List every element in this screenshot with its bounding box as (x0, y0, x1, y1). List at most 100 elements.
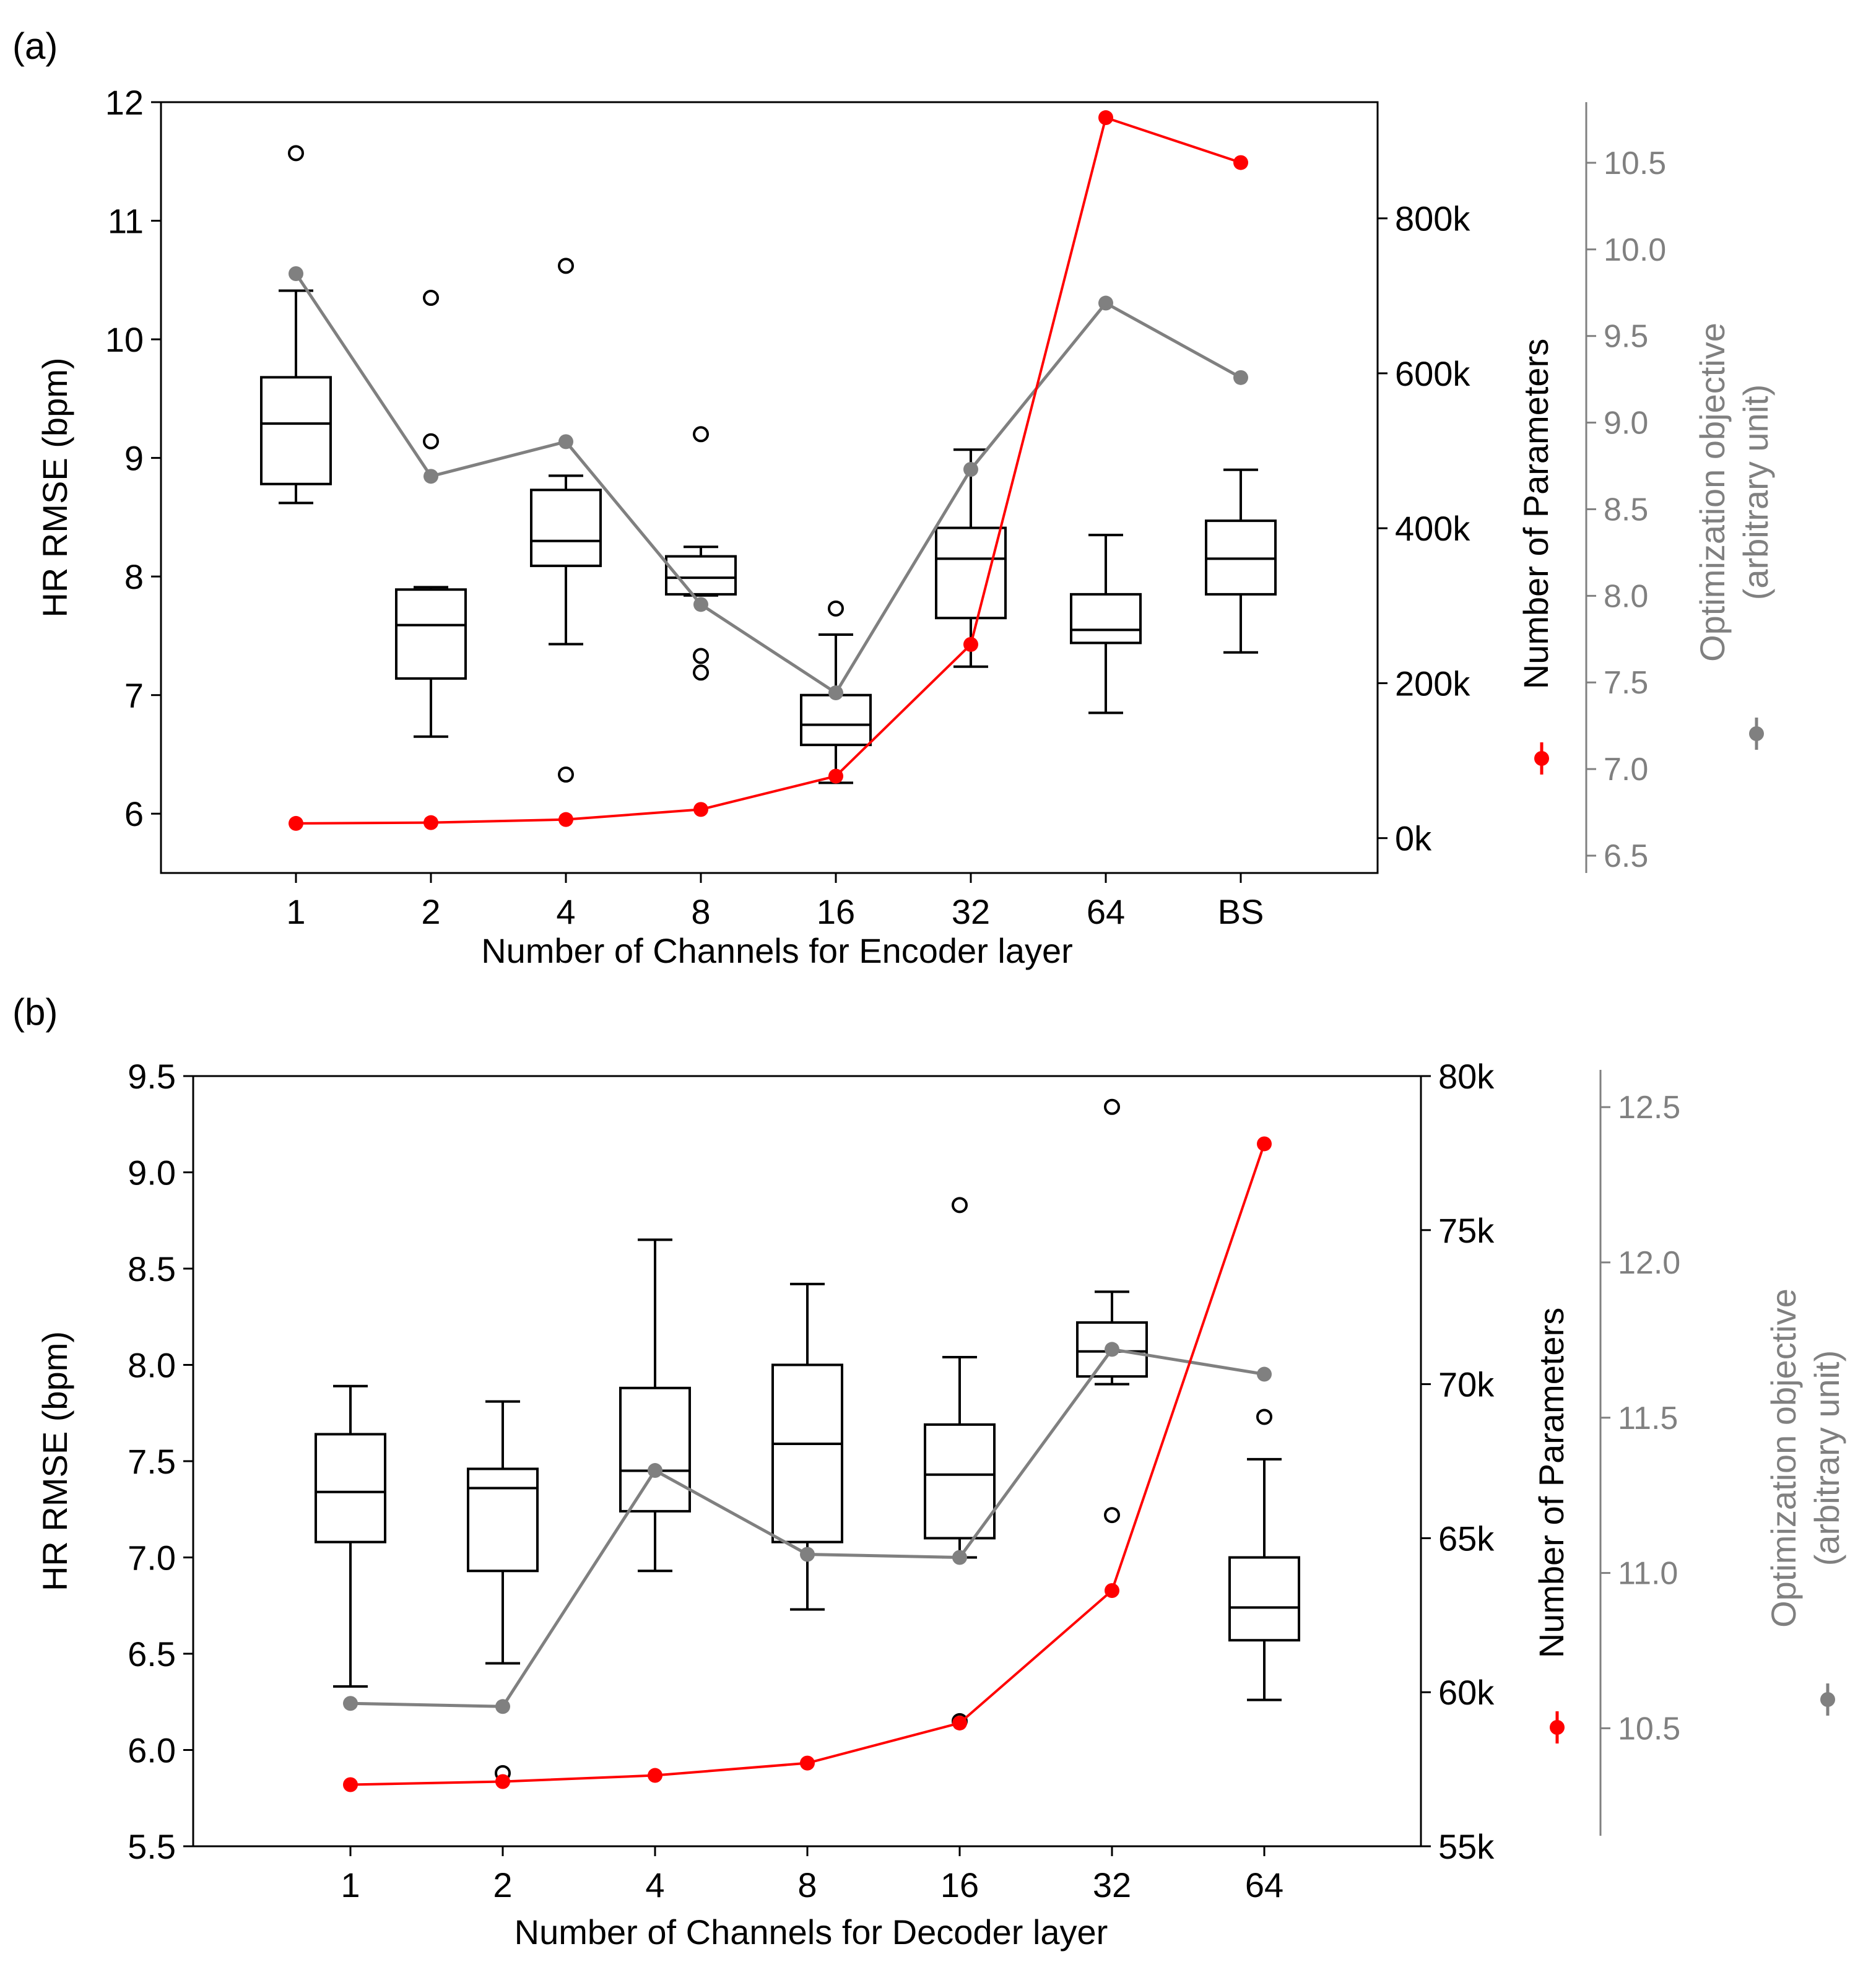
panel-label: (a) (12, 25, 58, 67)
objective-point (1257, 1366, 1272, 1382)
objective-point (693, 597, 708, 612)
params-series (289, 110, 1248, 831)
x-axis: 1 2 4 8 16 32 64 (341, 1846, 1283, 1904)
objective-tick-label: 10.0 (1604, 232, 1666, 268)
params-point (963, 636, 978, 652)
params-tick-label: 200k (1395, 664, 1470, 703)
y-tick-label: 12 (105, 83, 144, 122)
outlier-point (693, 648, 709, 664)
x-tick-label: 32 (952, 892, 990, 931)
box (395, 588, 467, 680)
boxplot-2 (395, 290, 467, 738)
x-tick-label: 1 (286, 892, 305, 931)
x-tick-label: 8 (691, 892, 710, 931)
outlier-point (693, 664, 709, 681)
objective-tick-label: 9.5 (1604, 319, 1648, 355)
box (935, 526, 1007, 620)
boxplot-2 (467, 1400, 539, 1781)
y-tick-label: 8.5 (128, 1249, 176, 1288)
params-point (1257, 1136, 1272, 1152)
objective-point (343, 1696, 358, 1711)
y-tick-label: 6.0 (128, 1731, 176, 1770)
x-tick-label: 64 (1245, 1865, 1283, 1904)
objective-series (289, 266, 1248, 701)
params-tick-label: 800k (1395, 199, 1470, 238)
panel-label: (b) (12, 991, 58, 1033)
x-tick-label: 32 (1093, 1865, 1131, 1904)
params-tick-label: 400k (1395, 509, 1470, 548)
y-axis-label: HR RMSE (bpm) (35, 1331, 74, 1591)
params-series (343, 1136, 1272, 1792)
boxplot-1 (315, 1384, 386, 1688)
params-point (1105, 1583, 1119, 1598)
y-tick-label: 9.0 (128, 1153, 176, 1192)
objective-point (828, 685, 843, 701)
params-point (495, 1774, 510, 1789)
params-point (343, 1777, 358, 1792)
objective-tick-label: 8.5 (1604, 492, 1648, 528)
params-tick-label: 70k (1438, 1365, 1495, 1404)
boxplot-BS (1205, 468, 1277, 654)
params-axis-label: Number of Parameters (1516, 339, 1555, 689)
objective-tick-label: 10.5 (1604, 145, 1666, 181)
y-tick-label: 9.5 (128, 1057, 176, 1096)
plot-frame (160, 101, 1379, 874)
outlier-point (288, 145, 304, 162)
left-y-axis: 6 7 8 9 10 11 12 (105, 83, 161, 833)
objective-axis: 6.5 7.0 7.5 8.0 8.5 9.0 9.5 10.0 10.5 Optimizatio… (1585, 102, 1775, 874)
outlier-point (693, 426, 709, 443)
objective-axis: 10.5 11.0 11.5 12.0 12.5 Optimization objecti… (1599, 1070, 1846, 1836)
params-tick-label: 0k (1395, 819, 1432, 858)
x-tick-label: 2 (493, 1865, 512, 1904)
params-point (828, 768, 843, 784)
outlier-point (952, 1197, 968, 1214)
objective-point (423, 469, 438, 484)
objective-point (495, 1699, 510, 1714)
x-tick-label: 1 (341, 1865, 360, 1904)
params-legend-marker (1550, 1720, 1565, 1735)
y-tick-label: 8 (124, 557, 144, 596)
y-tick-label: 10 (105, 320, 144, 359)
objective-tick-label: 11.5 (1618, 1400, 1678, 1436)
x-tick-label: 4 (556, 892, 575, 931)
objective-point (289, 266, 303, 281)
params-tick-label: 65k (1438, 1519, 1495, 1558)
outlier-point (423, 433, 439, 449)
objective-point (648, 1463, 662, 1479)
objective-point (1105, 1342, 1119, 1357)
y-tick-label: 7 (124, 676, 144, 715)
params-tick-label: 600k (1395, 354, 1470, 393)
objective-axis-label: (arbitrary unit) (1807, 1350, 1846, 1566)
boxplot-16 (924, 1197, 996, 1729)
objective-tick-label: 12.5 (1618, 1090, 1680, 1126)
x-tick-label: 8 (797, 1865, 817, 1904)
params-point (558, 812, 573, 827)
params-tick-label: 75k (1438, 1211, 1495, 1250)
y-tick-label: 7.5 (128, 1442, 176, 1481)
objective-axis-label: (arbitrary unit) (1736, 384, 1775, 601)
params-tick-label: 80k (1438, 1057, 1495, 1096)
objective-tick-label: 7.0 (1604, 752, 1648, 788)
boxplot-8 (665, 426, 737, 681)
box (619, 1386, 691, 1513)
x-tick-label: 2 (421, 892, 440, 931)
box (315, 1433, 386, 1544)
objective-series (343, 1342, 1272, 1714)
params-point (1233, 155, 1248, 170)
y-tick-label: 8.0 (128, 1346, 176, 1385)
box (1228, 1556, 1300, 1642)
y-axis-label: HR RMSE (bpm) (35, 357, 74, 617)
params-point (1098, 110, 1113, 126)
objective-point (952, 1550, 967, 1565)
boxplots (315, 1098, 1300, 1781)
outlier-point (1104, 1098, 1120, 1115)
objective-tick-label: 8.0 (1604, 578, 1648, 614)
params-point (423, 815, 438, 830)
params-tick-label: 60k (1438, 1673, 1495, 1712)
objective-axis-label: Optimization objective (1693, 323, 1732, 662)
params-axis: 55k 60k 65k 70k 75k 80k Number of Parameters (1421, 1057, 1571, 1866)
box (924, 1423, 996, 1540)
params-line (295, 116, 1241, 825)
y-tick-label: 11 (108, 202, 144, 241)
boxplot-4 (530, 258, 602, 783)
